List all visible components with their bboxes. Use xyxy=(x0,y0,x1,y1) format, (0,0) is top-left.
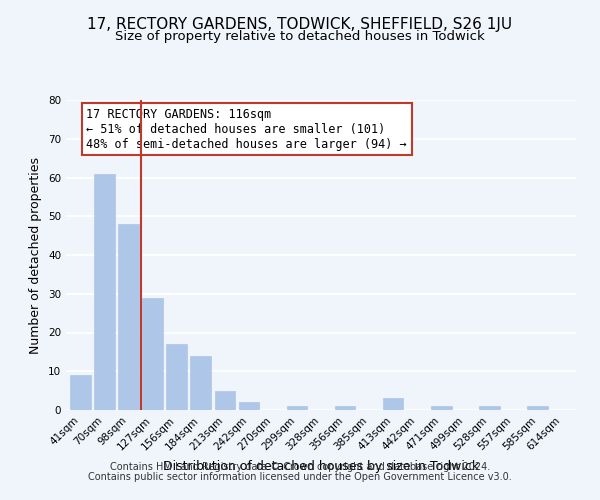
Bar xyxy=(142,298,163,410)
Bar xyxy=(431,406,452,410)
Bar xyxy=(287,406,307,410)
Y-axis label: Number of detached properties: Number of detached properties xyxy=(29,156,43,354)
Bar xyxy=(527,406,548,410)
Bar xyxy=(190,356,211,410)
Bar xyxy=(479,406,500,410)
Bar xyxy=(215,390,235,410)
Bar xyxy=(94,174,115,410)
X-axis label: Distribution of detached houses by size in Todwick: Distribution of detached houses by size … xyxy=(163,460,479,473)
Bar xyxy=(335,406,355,410)
Text: Contains HM Land Registry data © Crown copyright and database right 2024.: Contains HM Land Registry data © Crown c… xyxy=(110,462,490,472)
Bar xyxy=(70,375,91,410)
Bar xyxy=(383,398,403,410)
Text: Size of property relative to detached houses in Todwick: Size of property relative to detached ho… xyxy=(115,30,485,43)
Text: 17 RECTORY GARDENS: 116sqm
← 51% of detached houses are smaller (101)
48% of sem: 17 RECTORY GARDENS: 116sqm ← 51% of deta… xyxy=(86,108,407,151)
Bar xyxy=(166,344,187,410)
Bar xyxy=(118,224,139,410)
Text: 17, RECTORY GARDENS, TODWICK, SHEFFIELD, S26 1JU: 17, RECTORY GARDENS, TODWICK, SHEFFIELD,… xyxy=(88,18,512,32)
Bar xyxy=(239,402,259,410)
Text: Contains public sector information licensed under the Open Government Licence v3: Contains public sector information licen… xyxy=(88,472,512,482)
